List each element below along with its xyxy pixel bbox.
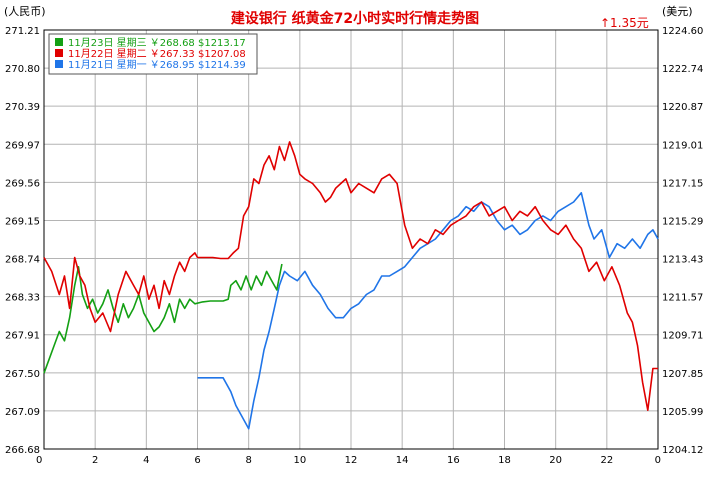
x-tick-label: 14 (396, 455, 409, 466)
y-right-tick-label: 1217.15 (662, 178, 703, 189)
series-line-1 (43, 263, 283, 374)
legend-label: 11月22日 星期二 ￥267.33 $1207.08 (68, 48, 246, 60)
y-right-tick-label: 1220.87 (662, 102, 703, 113)
y-right-tick-label: 1207.85 (662, 369, 703, 380)
x-tick-label: 0 (655, 455, 661, 466)
y-right-tick-label: 1211.57 (662, 293, 703, 304)
legend-box (48, 33, 258, 75)
chart-title: 建设银行 纸黄金72小时实时行情走势图 (231, 10, 479, 27)
y-left-tick-label: 269.15 (5, 216, 40, 227)
y-right-tick-label: 1204.12 (662, 445, 703, 456)
y-right-tick-label: 1215.29 (662, 216, 703, 227)
x-tick-label: 0 (36, 455, 42, 466)
series-line-2 (43, 141, 658, 412)
axes: 271.21 1224.60 270.80 1222.74 270.39 1220.87 2… (5, 26, 703, 466)
x-tick-label: 18 (498, 455, 511, 466)
y-right-tick-label: 1222.74 (662, 64, 703, 75)
legend-label: 11月23日 星期三 ￥268.68 $1213.17 (68, 37, 246, 49)
grid (44, 30, 658, 449)
legend-swatch (55, 38, 63, 46)
x-tick-label: 12 (345, 455, 358, 466)
x-tick-label: 22 (600, 455, 613, 466)
right-unit-label: (美元) (662, 5, 693, 18)
y-left-tick-label: 267.50 (5, 369, 40, 380)
y-left-tick-label: 271.21 (5, 26, 40, 37)
y-right-tick-label: 1209.71 (662, 331, 703, 342)
x-tick-label: 10 (293, 455, 306, 466)
left-unit-label: (人民币) (4, 5, 46, 18)
y-left-tick-label: 267.09 (5, 407, 40, 418)
y-left-tick-label: 266.68 (5, 445, 40, 456)
x-tick-label: 4 (143, 455, 149, 466)
legend-swatch (55, 49, 63, 57)
y-left-tick-label: 270.80 (5, 64, 40, 75)
x-tick-label: 16 (447, 455, 460, 466)
price-change-label: ↑1.35元 (600, 16, 649, 30)
y-left-tick-label: 267.91 (5, 331, 40, 342)
x-tick-label: 20 (549, 455, 562, 466)
x-tick-label: 8 (245, 455, 251, 466)
y-right-tick-label: 1224.60 (662, 26, 703, 37)
series-line-3 (197, 192, 659, 430)
y-left-tick-label: 270.39 (5, 102, 40, 113)
legend-swatch (55, 60, 63, 68)
y-left-tick-label: 268.74 (5, 255, 40, 266)
y-left-tick-label: 269.97 (5, 140, 40, 151)
y-left-tick-label: 268.33 (5, 293, 40, 304)
y-right-tick-label: 1219.01 (662, 140, 703, 151)
x-tick-label: 2 (92, 455, 98, 466)
legend-label: 11月21日 星期一 ￥268.95 $1214.39 (68, 59, 246, 71)
y-right-tick-label: 1205.99 (662, 407, 703, 418)
plot-frame (43, 29, 659, 450)
x-tick-label: 6 (194, 455, 200, 466)
y-right-tick-label: 1213.43 (662, 255, 703, 266)
y-left-tick-label: 269.56 (5, 178, 40, 189)
series-lines (43, 141, 659, 430)
